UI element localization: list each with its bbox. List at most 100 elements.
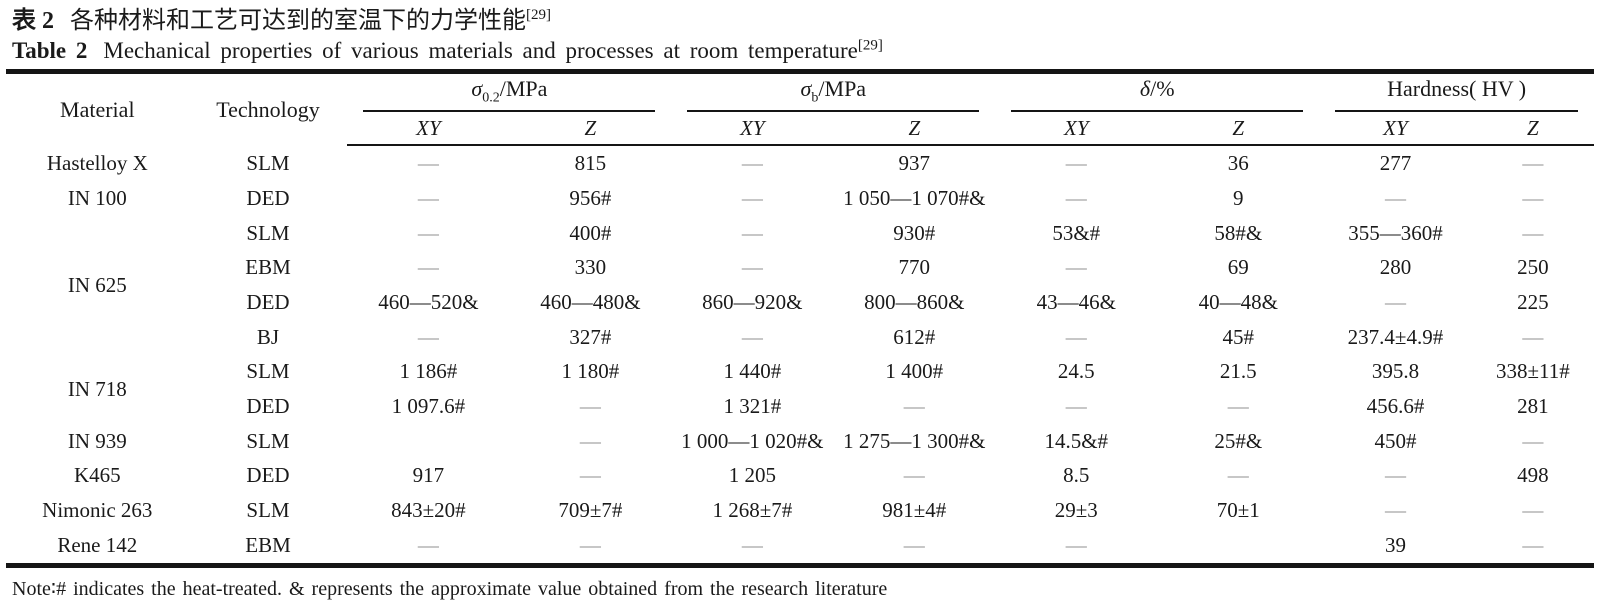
- material-cell: IN 939: [67, 428, 127, 453]
- subheader-elongation-xy: XY: [995, 112, 1158, 147]
- value-cell: —: [1227, 463, 1249, 488]
- value-cell: —: [903, 463, 925, 488]
- value-cell: 277: [1379, 151, 1412, 176]
- value-cell: 1 050—1 070#&: [843, 185, 986, 210]
- value-cell: —: [1065, 151, 1087, 176]
- value-cell: 1 186#: [399, 359, 458, 384]
- value-cell: [1157, 528, 1319, 565]
- table-row: Rene 142 EBM — — — — — 39 —: [6, 528, 1594, 565]
- material-cell: Nimonic 263: [42, 498, 153, 523]
- table-row: IN 939 SLM — 1 000—1 020#& 1 275—1 300#& 14.5…: [6, 424, 1594, 459]
- value-cell: 612#: [893, 324, 936, 349]
- table-footnote: Note∶# indicates the heat-treated. & rep…: [12, 577, 888, 600]
- value-cell: —: [1065, 394, 1087, 419]
- value-cell: —: [1384, 498, 1406, 523]
- value-cell: 800—860&: [864, 289, 965, 314]
- table-captions: 表 2 各种材料和工艺可达到的室温下的力学性能[29] Table 2 Mechan…: [0, 0, 1600, 67]
- table-row: Nimonic 263 SLM 843±20# 709±7# 1 268±7# 981±4…: [6, 493, 1594, 528]
- subheader-hardness-z: Z: [1471, 112, 1594, 147]
- value-cell: —: [579, 463, 601, 488]
- value-cell: 498: [1517, 463, 1549, 488]
- value-cell: —: [1522, 185, 1544, 210]
- value-cell: —: [417, 151, 439, 176]
- value-cell: 1 275—1 300#&: [843, 428, 986, 453]
- value-cell: —: [903, 394, 925, 419]
- header-technology: Technology: [216, 96, 320, 122]
- value-cell: —: [579, 394, 601, 419]
- technology-cell: BJ: [256, 324, 280, 349]
- sigma02-unit: /MPa: [499, 76, 548, 101]
- value-cell: 815: [574, 151, 607, 176]
- caption-cn-label: 表 2: [12, 8, 54, 34]
- table-row: DED 1 097.6# — 1 321# — — — 456.6# 281: [6, 389, 1594, 424]
- value-cell: —: [579, 428, 601, 453]
- material-cell: Rene 142: [57, 532, 138, 557]
- subheader-sigma02-xy: XY: [347, 112, 510, 147]
- value-cell: —: [1227, 394, 1249, 419]
- value-cell: 1 180#: [561, 359, 620, 384]
- value-cell: —: [1065, 255, 1087, 280]
- value-cell: 450#: [1374, 428, 1417, 453]
- value-cell: 250: [1517, 255, 1549, 280]
- header-group-elongation: δ/%: [995, 72, 1319, 113]
- material-cell: IN 625: [67, 272, 127, 297]
- value-cell: 456.6#: [1366, 394, 1425, 419]
- table-row: IN 100 DED — 956# — 1 050—1 070#& — 9 — —: [6, 181, 1594, 216]
- caption-en-label: Table 2: [12, 38, 88, 63]
- value-cell: 981±4#: [882, 498, 947, 523]
- value-cell: —: [741, 220, 763, 245]
- value-cell: 709±7#: [558, 498, 623, 523]
- technology-cell: SLM: [246, 498, 290, 523]
- technology-cell: DED: [246, 463, 290, 488]
- value-cell: —: [1522, 428, 1544, 453]
- sigmab-unit: /MPa: [818, 76, 867, 101]
- value-cell: —: [1522, 498, 1544, 523]
- technology-cell: SLM: [246, 150, 290, 175]
- value-cell: 36: [1227, 151, 1249, 176]
- value-cell: —: [741, 185, 763, 210]
- value-cell: 43—46&: [1036, 289, 1116, 314]
- technology-cell: EBM: [245, 255, 291, 280]
- technology-cell: SLM: [246, 220, 290, 245]
- table-body: Hastelloy X SLM — 815 — 937 — 36 277 — IN 100 DED — 9…: [6, 145, 1594, 565]
- table-row: Hastelloy X SLM — 815 — 937 — 36 277 —: [6, 145, 1594, 181]
- material-cell: K465: [73, 463, 121, 488]
- value-cell: 937: [898, 151, 931, 176]
- caption-cn-text: 各种材料和工艺可达到的室温下的力学性能: [70, 8, 526, 34]
- value-cell: —: [1522, 532, 1544, 557]
- caption-en-text: Mechanical properties of various materia…: [103, 38, 858, 63]
- value-cell: 1 321#: [723, 394, 782, 419]
- sigma02-subscript: 0.2: [482, 90, 500, 106]
- value-cell: —: [1065, 532, 1087, 557]
- value-cell: 330: [574, 255, 607, 280]
- header-group-hardness: Hardness( HV ): [1319, 72, 1594, 113]
- delta-unit: /%: [1150, 76, 1175, 101]
- technology-cell: EBM: [245, 532, 291, 557]
- material-cell: Hastelloy X: [46, 150, 148, 175]
- value-cell: 1 268±7#: [712, 498, 793, 523]
- value-cell: —: [1384, 289, 1406, 314]
- value-cell: —: [417, 255, 439, 280]
- value-cell: 14.5&#: [1044, 428, 1109, 453]
- value-cell: —: [417, 532, 439, 557]
- value-cell: 8.5: [1063, 463, 1090, 488]
- value-cell: 460—480&: [540, 289, 641, 314]
- caption-chinese: 表 2 各种材料和工艺可达到的室温下的力学性能[29]: [12, 6, 1586, 36]
- technology-cell: SLM: [246, 359, 290, 384]
- caption-en-reference: [29]: [857, 37, 883, 54]
- value-cell: —: [1522, 220, 1544, 245]
- value-cell: 24.5: [1057, 359, 1095, 384]
- value-cell: [347, 424, 509, 459]
- sigma02-symbol: σ: [471, 76, 483, 101]
- caption-cn-reference: [29]: [526, 7, 551, 23]
- mechanical-properties-table: Material Technology σ0.2/MPa σb/MPa δ/% …: [6, 69, 1594, 568]
- value-cell: 69: [1227, 255, 1249, 280]
- header-group-sigmab: σb/MPa: [671, 72, 995, 113]
- table-row: DED 460—520& 460—480& 860—920& 800—860& 43—46…: [6, 285, 1594, 320]
- value-cell: 770: [898, 255, 931, 280]
- material-cell: IN 100: [67, 185, 127, 210]
- value-cell: 9: [1232, 185, 1244, 210]
- value-cell: 21.5: [1219, 359, 1257, 384]
- value-cell: —: [1522, 324, 1544, 349]
- value-cell: —: [417, 324, 439, 349]
